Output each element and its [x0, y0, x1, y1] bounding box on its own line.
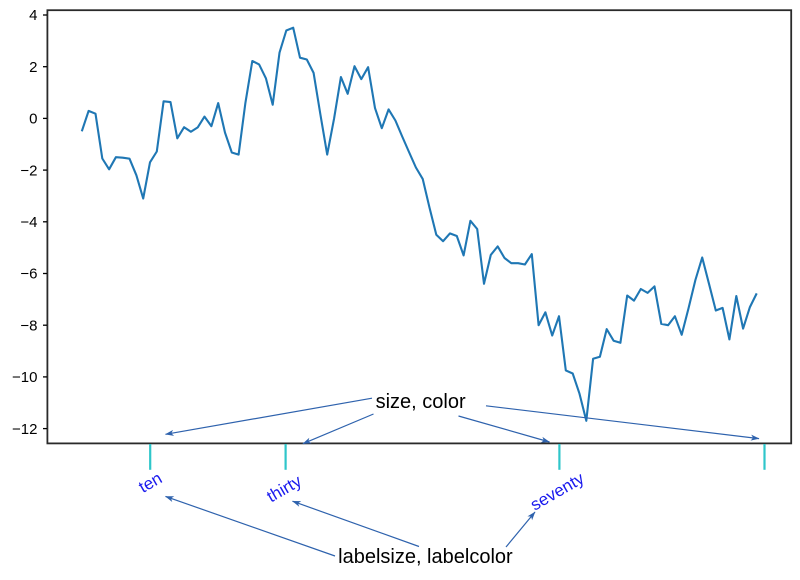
svg-text:4: 4	[29, 7, 37, 24]
svg-text:−8: −8	[20, 317, 37, 334]
svg-text:−6: −6	[20, 266, 37, 283]
svg-text:ten: ten	[135, 468, 165, 496]
svg-text:thirty: thirty	[263, 471, 305, 506]
svg-text:−2: −2	[20, 162, 37, 179]
svg-text:labelsize, labelcolor: labelsize, labelcolor	[338, 546, 513, 568]
svg-text:−4: −4	[20, 214, 37, 231]
svg-text:0: 0	[29, 111, 37, 128]
svg-text:seventy: seventy	[527, 468, 588, 514]
svg-text:2: 2	[29, 59, 37, 76]
svg-text:−10: −10	[12, 369, 37, 386]
svg-text:size, color: size, color	[376, 391, 466, 413]
svg-text:−12: −12	[12, 421, 37, 438]
